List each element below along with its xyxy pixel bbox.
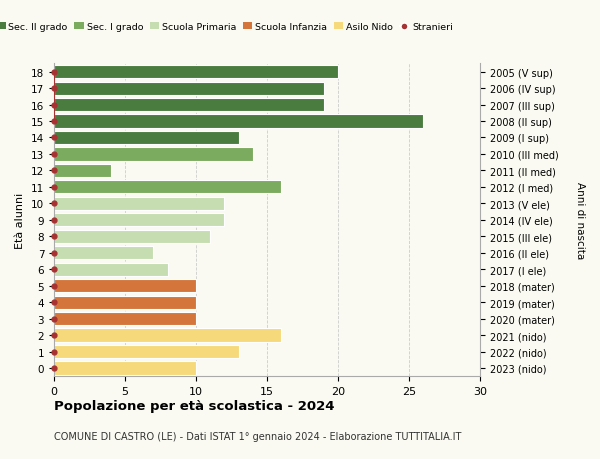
Bar <box>54 263 167 276</box>
Text: Popolazione per età scolastica - 2024: Popolazione per età scolastica - 2024 <box>54 399 335 412</box>
Y-axis label: Anni di nascita: Anni di nascita <box>575 182 585 259</box>
Bar <box>54 164 111 178</box>
Legend: Sec. II grado, Sec. I grado, Scuola Primaria, Scuola Infanzia, Asilo Nido, Stran: Sec. II grado, Sec. I grado, Scuola Prim… <box>0 19 457 35</box>
Bar <box>54 197 224 211</box>
Bar <box>54 230 210 243</box>
Bar <box>54 362 196 375</box>
Bar <box>54 296 196 309</box>
Bar <box>54 99 324 112</box>
Text: COMUNE DI CASTRO (LE) - Dati ISTAT 1° gennaio 2024 - Elaborazione TUTTITALIA.IT: COMUNE DI CASTRO (LE) - Dati ISTAT 1° ge… <box>54 431 461 442</box>
Bar <box>54 148 253 161</box>
Bar <box>54 312 196 325</box>
Bar <box>54 181 281 194</box>
Bar <box>54 115 423 129</box>
Bar <box>54 246 154 260</box>
Y-axis label: Età alunni: Età alunni <box>16 192 25 248</box>
Bar <box>54 82 324 95</box>
Bar <box>54 280 196 292</box>
Bar <box>54 345 239 358</box>
Bar <box>54 132 239 145</box>
Bar <box>54 329 281 342</box>
Bar <box>54 214 224 227</box>
Bar <box>54 66 338 79</box>
